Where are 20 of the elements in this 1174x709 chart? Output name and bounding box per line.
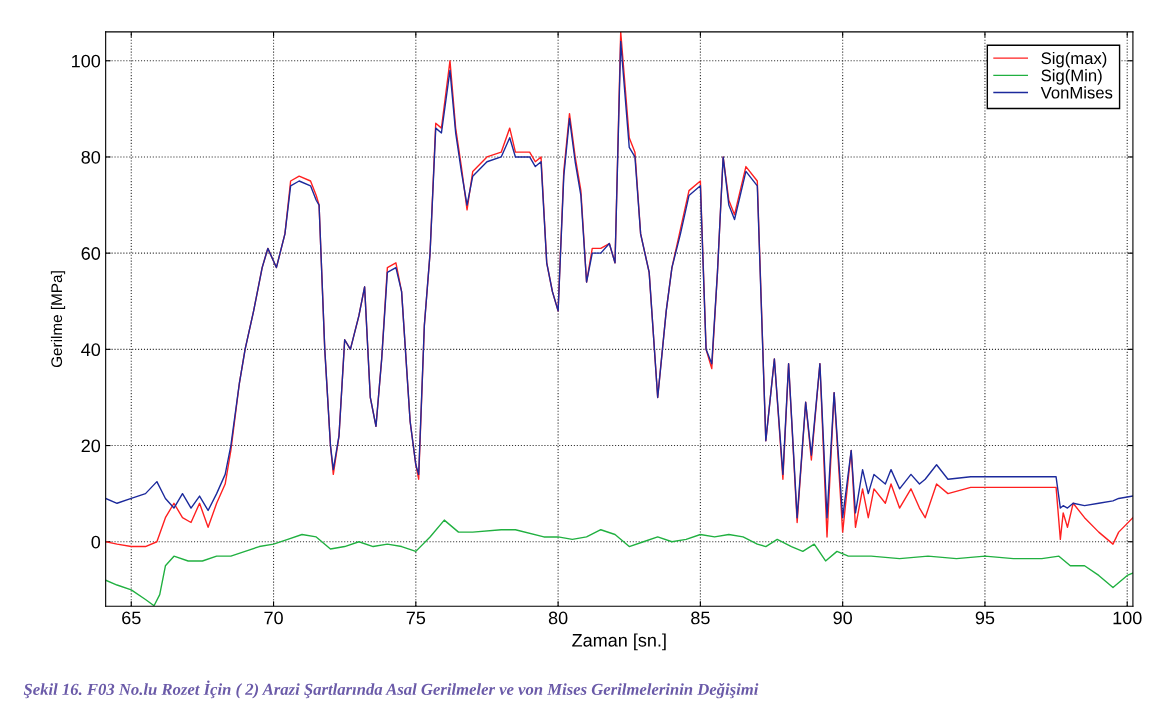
y-tick-label: 20 (81, 439, 101, 453)
x-tick-label: 80 (548, 611, 568, 625)
x-tick-label: 100 (1113, 611, 1142, 625)
legend-label: Sig(Min) (1041, 69, 1102, 85)
legend-label: Sig(max) (1041, 51, 1107, 68)
x-tick-label: 70 (264, 611, 283, 625)
x-tick-label: 85 (691, 611, 710, 625)
x-tick-label: 90 (833, 611, 852, 625)
y-axis-title: Gerilme [MPa] (50, 271, 66, 368)
y-tick-label: 0 (91, 535, 101, 549)
x-tick-label: 75 (406, 611, 426, 625)
y-tick-label: 80 (81, 150, 101, 164)
legend-label: VonMises (1040, 86, 1113, 99)
y-tick-label: 100 (72, 54, 101, 68)
text: Şekil 16. F03 No.lu Rozet İçin ( 2) Arazi Şartlarında Asal Gerilmeler ve von Mises Gerilmelerinin Değişimi (23, 680, 759, 699)
y-tick-label: 40 (81, 343, 101, 357)
y-tick-label: 60 (81, 247, 101, 260)
x-axis-title: Zaman [sn.] (572, 633, 666, 651)
x-tick-label: 65 (122, 611, 141, 625)
x-tick-label: 95 (975, 611, 995, 625)
